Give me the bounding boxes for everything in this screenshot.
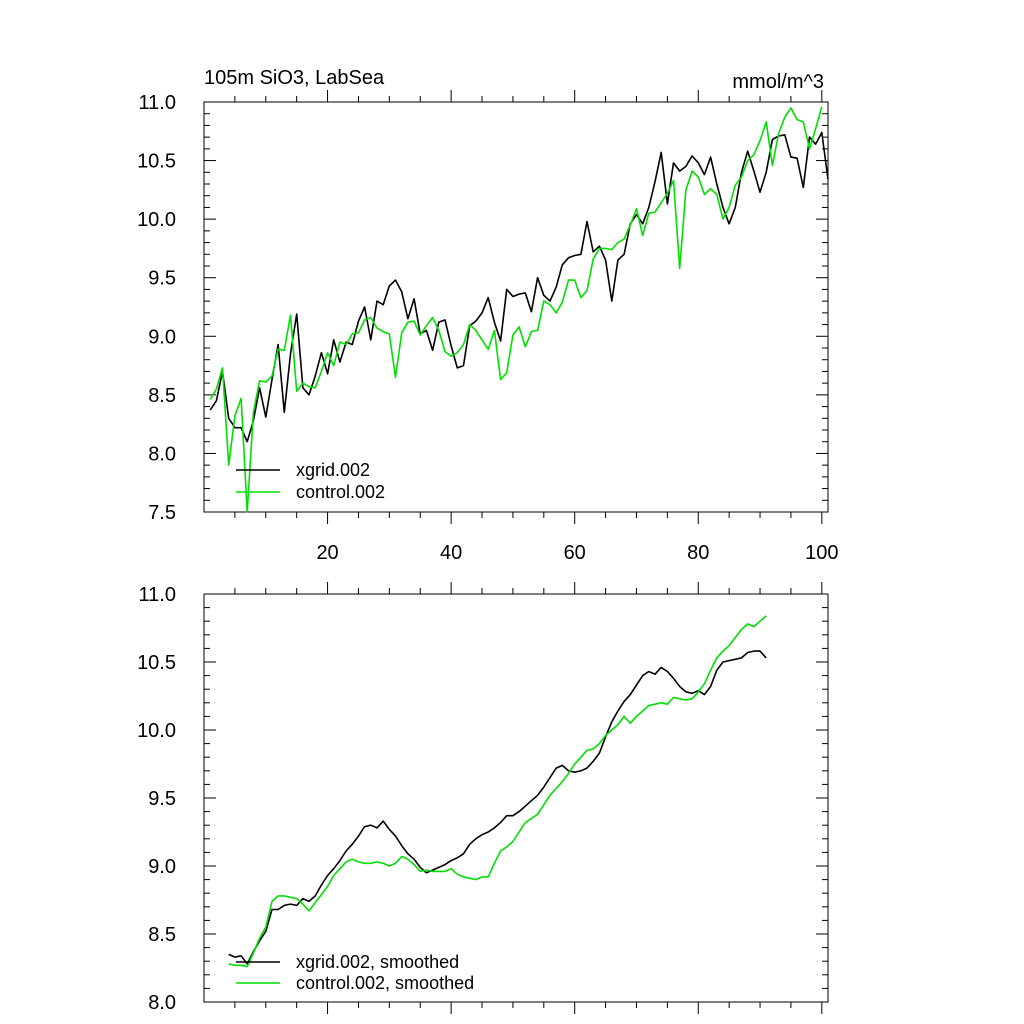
y-tick-label: 8.5	[148, 385, 176, 407]
x-tick-label: 60	[564, 542, 586, 564]
plot-frame	[203, 593, 829, 1003]
legend-label: control.002, smoothed	[296, 973, 474, 993]
y-tick-label: 9.0	[148, 856, 176, 878]
x-tick-label: 80	[687, 542, 709, 564]
series-line-control-002-smoothed	[228, 615, 767, 968]
units-label: mmol/m^3	[732, 71, 824, 93]
y-tick-label: 8.0	[148, 992, 176, 1014]
y-tick-label: 11.0	[139, 92, 176, 114]
plot-frame	[203, 101, 829, 513]
chart-panel-1: 7.5 8.0 8.5 9.0 9.5 10.0 10.5 11.0 20 40 60 80 100 10…	[137, 67, 838, 564]
y-tick-label: 7.5	[148, 502, 176, 524]
x-tick-label: 20	[316, 542, 338, 564]
y-tick-label: 8.5	[148, 924, 176, 946]
y-tick-label: 10.5	[137, 652, 176, 674]
y-tick-label: 9.5	[148, 788, 176, 810]
x-tick-label: 100	[805, 542, 838, 564]
x-tick-label: 40	[440, 542, 462, 564]
series-line-xgrid-002-smoothed	[228, 650, 767, 965]
legend-label: xgrid.002, smoothed	[296, 952, 459, 972]
legend-label: xgrid.002	[296, 460, 370, 480]
y-tick-label: 9.5	[148, 268, 176, 290]
series-line-xgrid-002	[209, 131, 829, 443]
legend-label: control.002	[296, 482, 385, 502]
y-tick-label: 10.0	[137, 209, 176, 231]
series-line-control-002	[209, 106, 823, 513]
y-tick-label: 8.0	[148, 443, 176, 465]
y-tick-label: 11.0	[139, 584, 176, 606]
y-tick-label: 9.0	[148, 326, 176, 348]
y-tick-label: 10.0	[137, 720, 176, 742]
chart-panel-2: 8.0 8.5 9.0 9.5 10.0 10.5 11.0 xgrid.002, smoot…	[137, 582, 829, 1014]
chart-title: 105m SiO3, LabSea	[204, 67, 385, 89]
y-tick-label: 10.5	[137, 151, 176, 173]
